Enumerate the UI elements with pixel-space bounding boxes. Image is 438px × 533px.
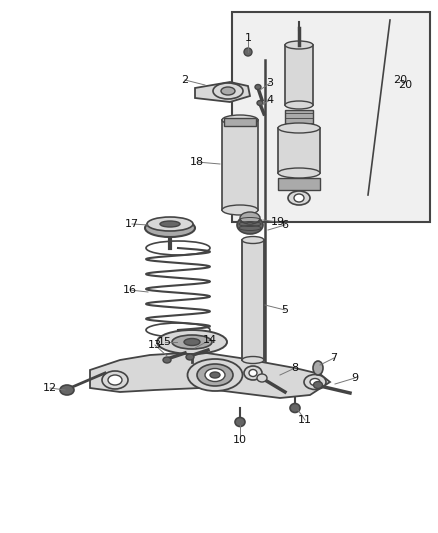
Text: 10: 10 (233, 435, 247, 445)
Polygon shape (90, 352, 330, 398)
Ellipse shape (294, 194, 304, 202)
Ellipse shape (314, 382, 322, 389)
Text: 11: 11 (298, 415, 312, 425)
Text: 2: 2 (181, 75, 189, 85)
Ellipse shape (278, 168, 320, 178)
Ellipse shape (221, 87, 235, 95)
Ellipse shape (160, 221, 180, 227)
Ellipse shape (240, 212, 260, 224)
Text: 13: 13 (148, 340, 162, 350)
Ellipse shape (213, 83, 243, 99)
Ellipse shape (257, 101, 263, 106)
Ellipse shape (157, 330, 227, 354)
Bar (224, 118, 256, 126)
Ellipse shape (187, 359, 243, 391)
Ellipse shape (310, 378, 320, 385)
Ellipse shape (147, 217, 193, 231)
Ellipse shape (244, 48, 252, 56)
Text: 17: 17 (125, 219, 139, 229)
Text: 7: 7 (330, 353, 338, 363)
Text: 5: 5 (282, 305, 289, 315)
Ellipse shape (255, 85, 261, 90)
Ellipse shape (184, 338, 200, 345)
Ellipse shape (288, 191, 310, 205)
Text: 6: 6 (282, 220, 289, 230)
Ellipse shape (244, 366, 262, 380)
Text: 4: 4 (266, 95, 274, 105)
Text: 3: 3 (266, 78, 273, 88)
Text: 20: 20 (393, 75, 407, 85)
Ellipse shape (108, 375, 122, 385)
Bar (285, 45, 313, 105)
Text: 14: 14 (203, 335, 217, 345)
Ellipse shape (285, 41, 313, 49)
Ellipse shape (205, 368, 225, 382)
Bar (278, 178, 320, 190)
Ellipse shape (60, 385, 74, 395)
Text: 9: 9 (351, 373, 359, 383)
Polygon shape (195, 82, 250, 102)
Ellipse shape (278, 123, 320, 133)
Ellipse shape (222, 115, 258, 125)
Text: 8: 8 (291, 363, 299, 373)
Bar (222, 120, 258, 210)
Ellipse shape (235, 417, 245, 426)
Ellipse shape (237, 216, 263, 234)
Text: 1: 1 (244, 33, 251, 43)
Ellipse shape (210, 372, 220, 378)
Bar (232, 12, 430, 222)
Ellipse shape (242, 237, 264, 244)
Text: 19: 19 (271, 217, 285, 227)
Ellipse shape (290, 403, 300, 413)
Text: 15: 15 (158, 337, 172, 347)
Text: 16: 16 (123, 285, 137, 295)
Ellipse shape (186, 354, 194, 360)
Ellipse shape (257, 374, 267, 382)
Ellipse shape (145, 219, 195, 237)
Ellipse shape (222, 205, 258, 215)
Ellipse shape (163, 357, 171, 363)
Bar (278, 128, 320, 173)
Text: 18: 18 (190, 157, 204, 167)
Ellipse shape (102, 371, 128, 389)
Ellipse shape (172, 335, 212, 349)
Ellipse shape (285, 101, 313, 109)
Bar (285, 110, 313, 128)
Text: 20: 20 (398, 80, 412, 90)
Ellipse shape (197, 364, 233, 386)
Text: 12: 12 (43, 383, 57, 393)
Ellipse shape (313, 361, 323, 375)
Ellipse shape (249, 369, 257, 376)
Bar (242, 240, 264, 360)
Ellipse shape (242, 357, 264, 364)
Ellipse shape (304, 375, 326, 390)
